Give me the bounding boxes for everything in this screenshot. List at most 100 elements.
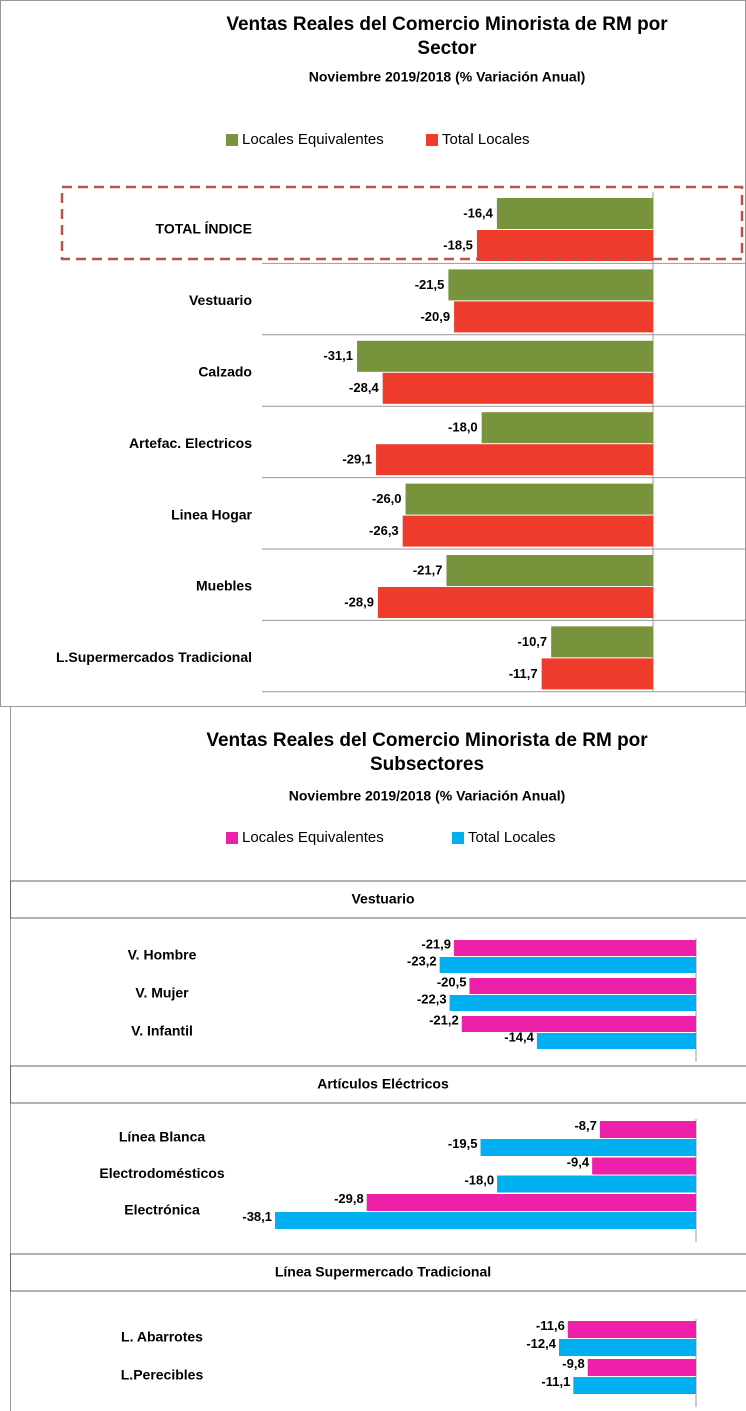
data-label: -11,1	[541, 1374, 570, 1389]
bar	[469, 978, 696, 994]
bar	[377, 587, 653, 618]
bar	[454, 940, 696, 956]
data-label: -21,5	[415, 277, 445, 292]
chart-subtitle: Noviembre 2019/2018 (% Variación Anual)	[289, 788, 566, 804]
bar	[454, 301, 653, 333]
category-label: Calzado	[198, 364, 252, 380]
panel-title: Línea Supermercado Tradicional	[275, 1264, 491, 1280]
bar	[536, 1033, 696, 1049]
legend-label: Locales Equivalentes	[242, 829, 384, 846]
data-label: -31,1	[323, 348, 353, 363]
legend-swatch	[426, 134, 438, 146]
panel-header	[10, 1065, 746, 1104]
data-label: -38,1	[242, 1209, 272, 1224]
bar	[376, 444, 653, 476]
title-line: Ventas Reales del Comercio Minorista de …	[226, 14, 668, 35]
data-label: -29,8	[334, 1191, 364, 1206]
bar	[439, 957, 696, 973]
data-label: -18,0	[464, 1172, 494, 1187]
category-label: Vestuario	[189, 292, 252, 308]
category-label: Línea Blanca	[119, 1129, 206, 1145]
category-label: V. Infantil	[131, 1023, 193, 1039]
title-line: Subsectores	[370, 754, 484, 775]
data-label: -20,9	[420, 309, 450, 324]
bar	[448, 269, 653, 301]
title-line: Sector	[417, 38, 477, 59]
bar	[446, 555, 653, 586]
data-label: -23,2	[407, 953, 437, 968]
bar	[573, 1377, 696, 1394]
bar	[461, 1016, 696, 1032]
panel-title: Artículos Eléctricos	[317, 1076, 449, 1092]
data-label: -8,7	[574, 1118, 596, 1133]
data-label: -14,4	[504, 1029, 534, 1044]
chart-subtitle: Noviembre 2019/2018 (% Variación Anual)	[309, 69, 586, 85]
chart-title: Ventas Reales del Comercio Minorista de …	[226, 14, 668, 59]
data-label: -28,9	[344, 594, 374, 609]
title-line: Ventas Reales del Comercio Minorista de …	[206, 730, 648, 751]
bar	[587, 1359, 696, 1376]
bar	[405, 483, 653, 515]
data-label: -11,7	[509, 666, 538, 681]
data-label: -21,2	[429, 1012, 459, 1027]
legend-swatch	[226, 832, 238, 844]
bar	[592, 1157, 696, 1175]
data-label: -21,7	[413, 562, 443, 577]
bar	[558, 1339, 696, 1356]
panel-title: Vestuario	[351, 891, 414, 907]
data-label: -16,4	[463, 205, 493, 220]
data-label: -10,7	[518, 634, 548, 649]
category-label: L.Supermercados Tradicional	[56, 649, 252, 665]
bar	[382, 372, 653, 404]
data-label: -11,6	[536, 1318, 565, 1333]
bar	[496, 198, 653, 229]
legend-label: Total Locales	[442, 131, 530, 148]
legend-label: Locales Equivalentes	[242, 131, 384, 148]
bar	[476, 230, 653, 261]
category-label: Artefac. Electricos	[129, 435, 252, 451]
legend-swatch	[226, 134, 238, 146]
bar	[551, 626, 653, 658]
bar	[497, 1175, 696, 1193]
category-label: L. Abarrotes	[121, 1329, 203, 1345]
data-label: -22,3	[417, 991, 447, 1006]
bar	[481, 412, 653, 444]
data-label: -18,5	[443, 237, 473, 252]
highlight-box	[60, 185, 744, 261]
category-label: Muebles	[196, 578, 252, 594]
bar	[480, 1139, 696, 1156]
category-label: Electrodomésticos	[99, 1165, 224, 1181]
bar	[275, 1212, 696, 1229]
bar	[402, 515, 653, 547]
category-label: V. Mujer	[135, 985, 189, 1001]
data-label: -18,0	[448, 420, 478, 435]
category-label: L.Perecibles	[121, 1367, 204, 1383]
data-label: -29,1	[342, 452, 372, 467]
bar	[541, 658, 653, 690]
category-label: V. Hombre	[128, 947, 197, 963]
legend-label: Total Locales	[468, 829, 556, 846]
bar	[366, 1194, 696, 1211]
data-label: -9,8	[562, 1356, 584, 1371]
data-label: -19,5	[448, 1136, 478, 1151]
bar	[599, 1121, 696, 1138]
category-label: TOTAL ÍNDICE	[156, 221, 252, 237]
data-label: -20,5	[437, 974, 467, 989]
data-label: -12,4	[526, 1336, 556, 1351]
category-label: Electrónica	[124, 1202, 200, 1218]
data-label: -26,3	[369, 523, 399, 538]
data-label: -28,4	[349, 380, 379, 395]
bar	[567, 1321, 696, 1338]
data-label: -21,9	[421, 936, 451, 951]
data-label: -26,0	[372, 491, 402, 506]
category-label: Linea Hogar	[171, 506, 252, 522]
bar	[449, 995, 696, 1011]
panel-header	[10, 1253, 746, 1292]
legend-swatch	[452, 832, 464, 844]
bar	[357, 340, 653, 372]
panel-header	[10, 880, 746, 919]
chart-title: Ventas Reales del Comercio Minorista de …	[206, 730, 648, 775]
data-label: -9,4	[567, 1154, 590, 1169]
